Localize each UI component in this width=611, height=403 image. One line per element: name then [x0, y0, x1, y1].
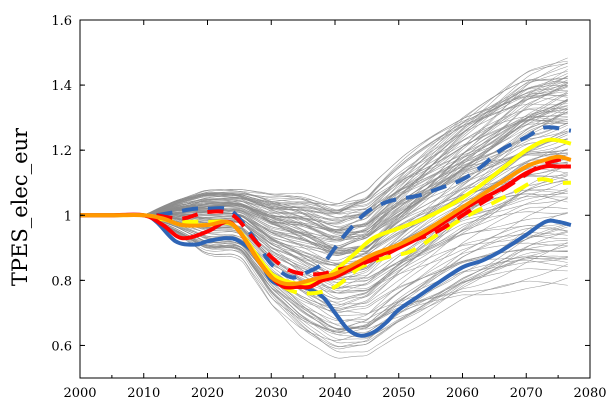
x-tick-label: 2000	[63, 386, 96, 401]
ensemble-line	[80, 78, 568, 228]
ensemble-line	[80, 85, 568, 216]
x-tick-label: 2030	[255, 386, 288, 401]
x-tick-label: 2080	[573, 386, 606, 401]
ensemble-line	[80, 66, 568, 216]
x-tick-label: 2060	[446, 386, 479, 401]
y-tick-label: 1.2	[51, 144, 72, 159]
series-line-3	[156, 177, 571, 296]
y-axis-title: TPES_elec_eur	[8, 127, 32, 286]
x-axis: 2000 2010 2020 2030 2040 2050 2060 2070 2080	[63, 20, 607, 401]
ensemble-line	[80, 100, 568, 223]
y-tick-label: 0.8	[51, 274, 72, 289]
y-tick-label: 1.4	[51, 79, 72, 94]
x-tick-label: 2040	[318, 386, 351, 401]
y-axis: 0.6 0.8 1 1.2 1.4 1.6	[51, 14, 590, 354]
x-tick-label: 2010	[127, 386, 160, 401]
ensemble-line	[80, 57, 568, 216]
x-tick-label: 2050	[382, 386, 415, 401]
series-line-6	[80, 154, 572, 287]
series-line-5	[156, 157, 571, 277]
y-tick-label: 0.6	[51, 339, 72, 354]
x-tick-label: 2020	[191, 386, 224, 401]
y-tick-label: 1.6	[51, 14, 72, 29]
series-line-4	[80, 164, 571, 290]
x-tick-label: 2070	[510, 386, 543, 401]
y-tick-label: 1	[64, 209, 72, 224]
y-axis-title-group: TPES_elec_eur	[8, 127, 32, 286]
series-line-1	[156, 125, 572, 280]
highlighted-series	[80, 125, 572, 338]
series-line-0	[80, 212, 572, 338]
